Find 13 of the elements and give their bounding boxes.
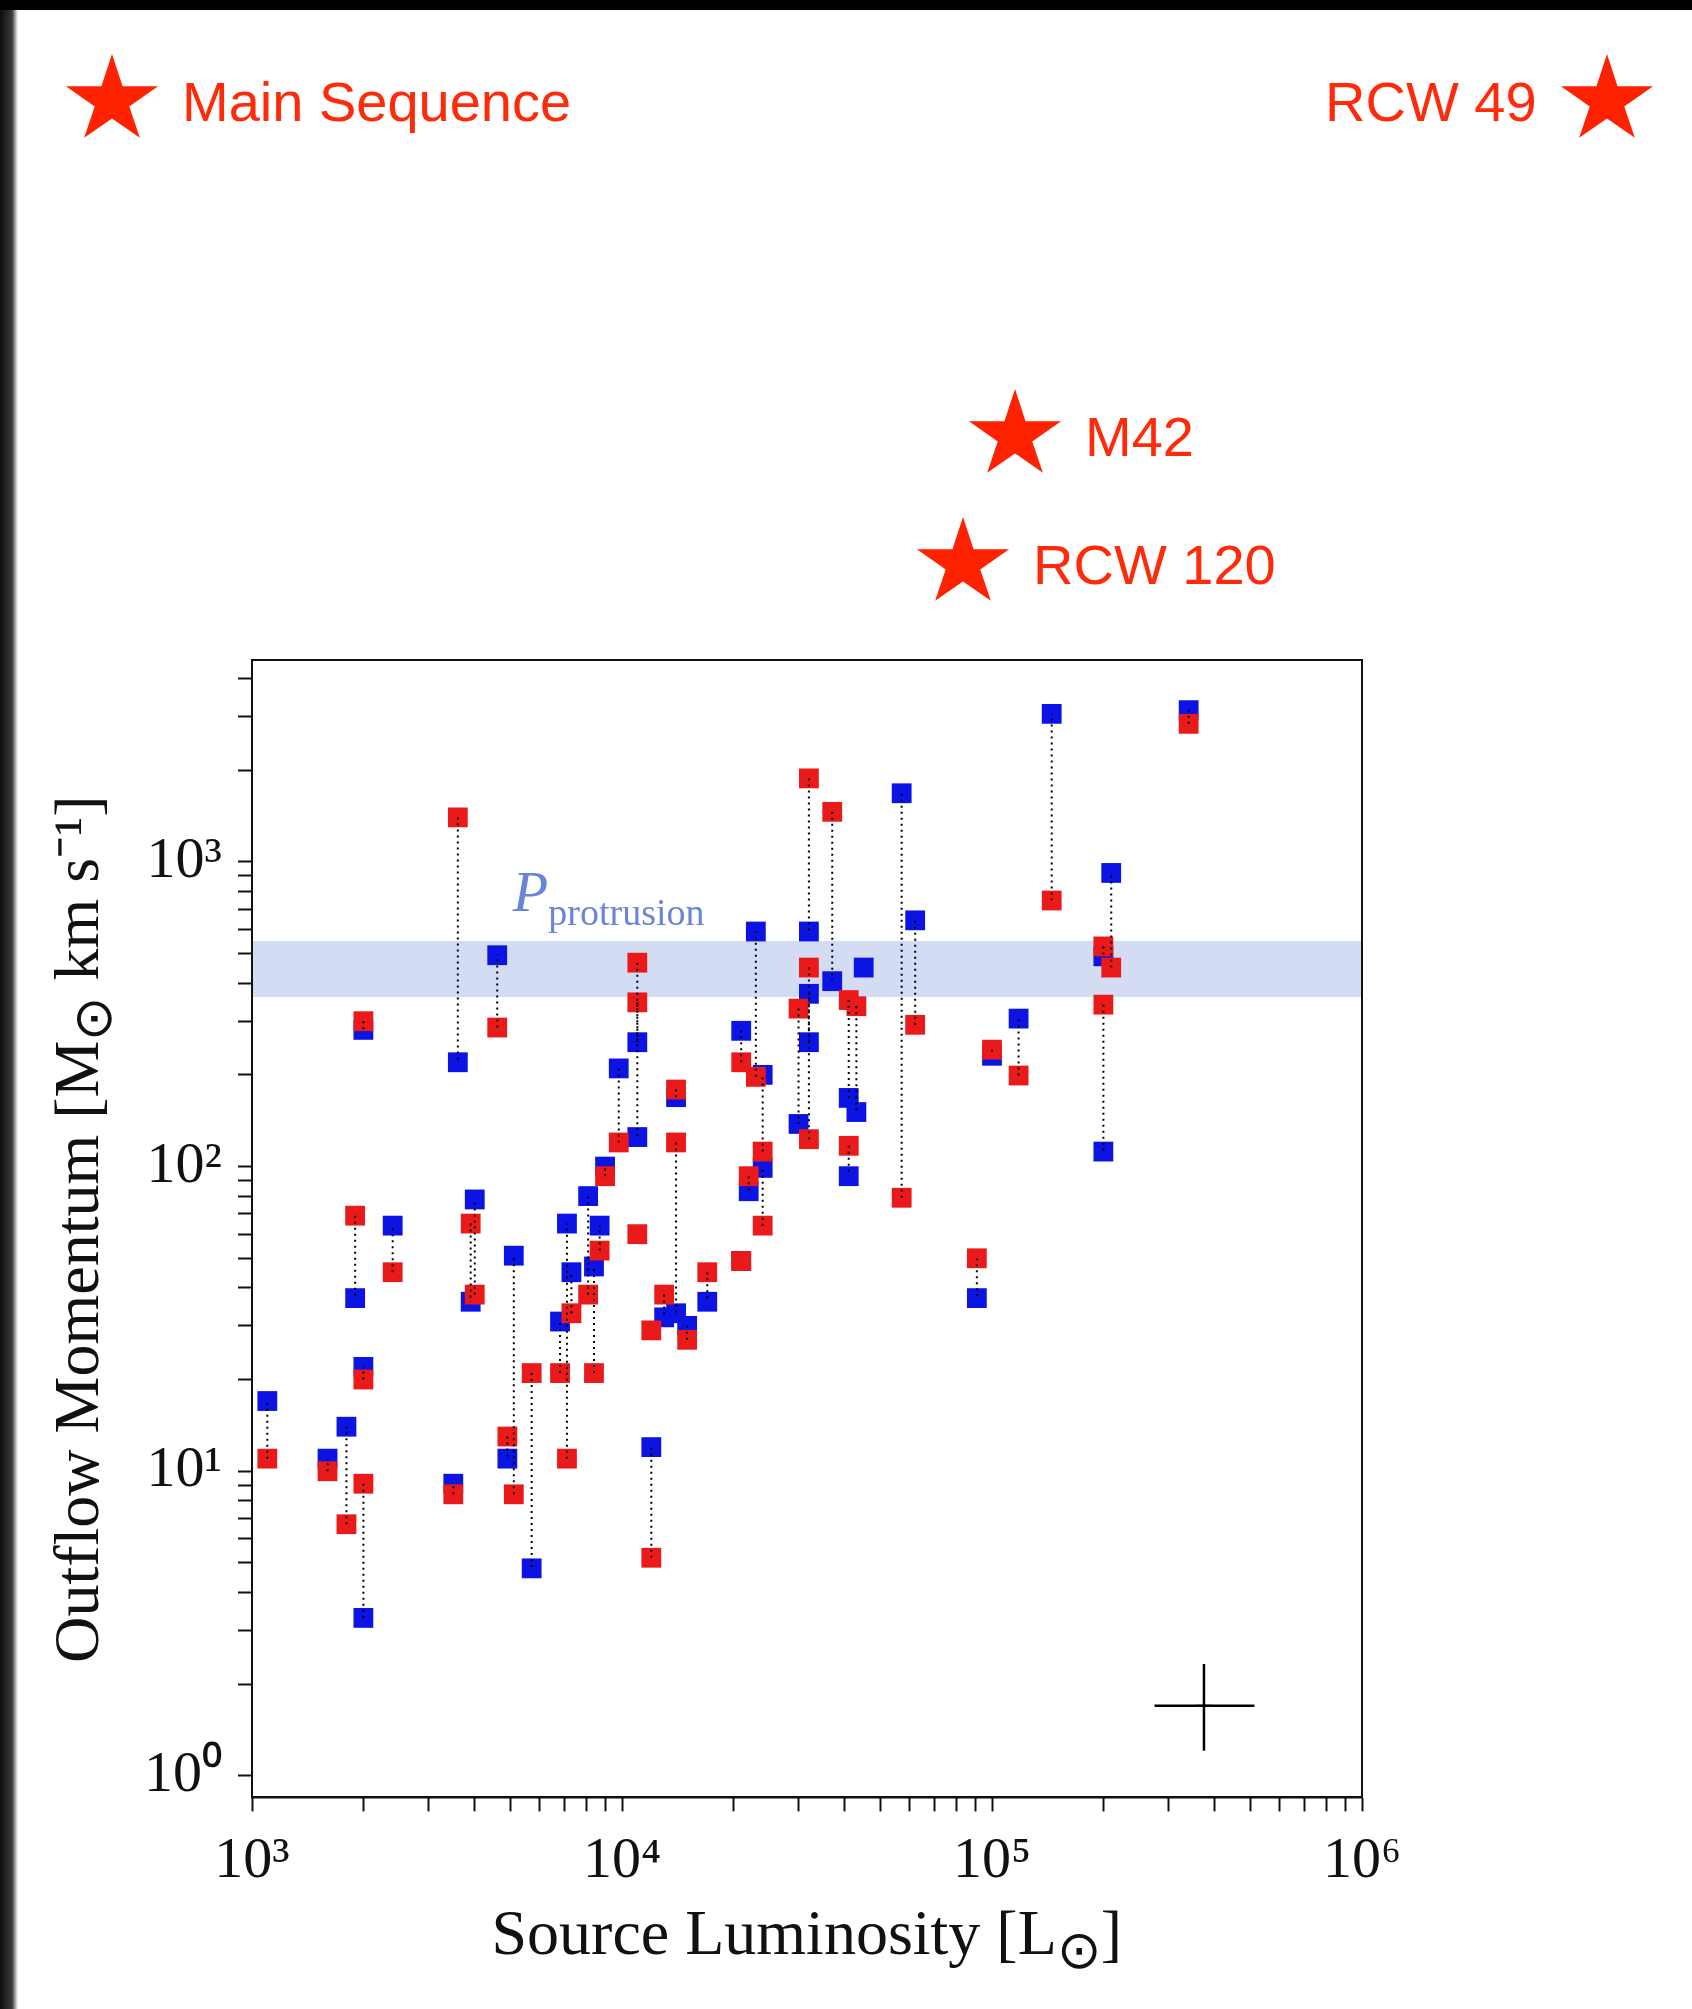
text: M42: [1085, 405, 1194, 468]
y-tick-label: 10³: [146, 825, 222, 891]
y-tick-label: 10⁰: [144, 1739, 222, 1805]
x-tick-label: 10⁶: [1322, 1825, 1402, 1891]
y-tick-label: 10¹: [146, 1434, 222, 1500]
text: RCW 49: [1325, 70, 1537, 133]
x-tick-label: 10³: [214, 1825, 290, 1891]
x-axis-title: Source Luminosity [L$_{⊙}$]: [491, 1897, 1123, 1981]
x-tick-label: 10⁵: [952, 1825, 1032, 1891]
y-tick-label: 10²: [146, 1129, 222, 1195]
text: RCW 120: [1033, 533, 1276, 596]
x-tick-label: 10⁴: [582, 1825, 662, 1891]
text: Main Sequence: [182, 70, 572, 133]
